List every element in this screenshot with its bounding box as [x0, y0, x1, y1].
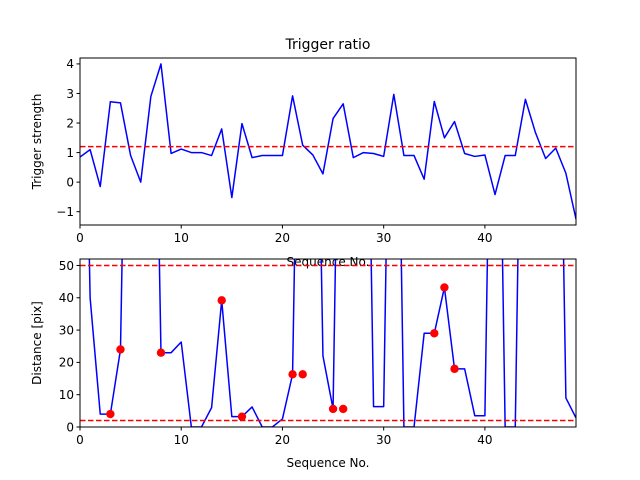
- data-point: [430, 329, 439, 338]
- chart-title: Trigger ratio: [284, 37, 370, 53]
- data-point: [288, 370, 297, 379]
- y-tick-label: 1: [66, 146, 74, 160]
- plot-area: [80, 259, 576, 427]
- y-axis-label: Trigger strength: [30, 94, 44, 191]
- y-tick-label: 2: [66, 116, 74, 130]
- series-line: [80, 63, 576, 220]
- x-tick-label: 20: [275, 433, 290, 447]
- data-point: [156, 348, 166, 357]
- series-line: [88, 259, 576, 427]
- data-point: [106, 409, 115, 419]
- y-tick-label: −1: [56, 205, 74, 219]
- x-tick-label: 40: [477, 231, 492, 245]
- x-tick-label: 40: [477, 433, 492, 447]
- x-axis-label: Sequence No.: [287, 456, 370, 470]
- y-tick-label: 10: [59, 388, 74, 402]
- x-axis-label: Sequence No.: [287, 255, 370, 269]
- axes: 0 10 20 30 40 0 10 20 30 40 50: [59, 258, 577, 447]
- y-tick-label: 4: [66, 57, 74, 71]
- data-point: [298, 370, 307, 379]
- plot-frame: [79, 258, 577, 428]
- data-point: [440, 283, 449, 292]
- y-axis-label: Distance [pix]: [30, 301, 44, 385]
- y-tick-label: 20: [59, 356, 74, 370]
- plot-area: [80, 63, 576, 220]
- x-tick-label: 30: [376, 231, 391, 245]
- x-tick-label: 10: [174, 231, 189, 245]
- data-point: [237, 412, 247, 421]
- y-tick-label: 30: [59, 323, 74, 337]
- y-tick-label: 40: [59, 291, 74, 305]
- x-tick-label: 20: [275, 231, 290, 245]
- data-point: [450, 364, 459, 374]
- data-point: [328, 404, 338, 414]
- plot-frame: [79, 57, 577, 226]
- x-tick-label: 30: [376, 433, 391, 447]
- distance-chart: 0 10 20 30 40 0 10 20 30 40 50 Distance [pix] Sequ…: [30, 258, 577, 470]
- y-tick-label: 0: [66, 175, 74, 189]
- data-point: [116, 345, 125, 354]
- y-tick-label: 3: [66, 87, 74, 101]
- data-point: [338, 404, 348, 414]
- x-tick-label: 10: [174, 433, 189, 447]
- x-tick-label: 0: [76, 231, 84, 245]
- y-tick-label: 0: [66, 420, 74, 434]
- y-tick-label: 50: [59, 259, 74, 273]
- x-tick-label: 0: [76, 433, 84, 447]
- data-point: [217, 296, 226, 305]
